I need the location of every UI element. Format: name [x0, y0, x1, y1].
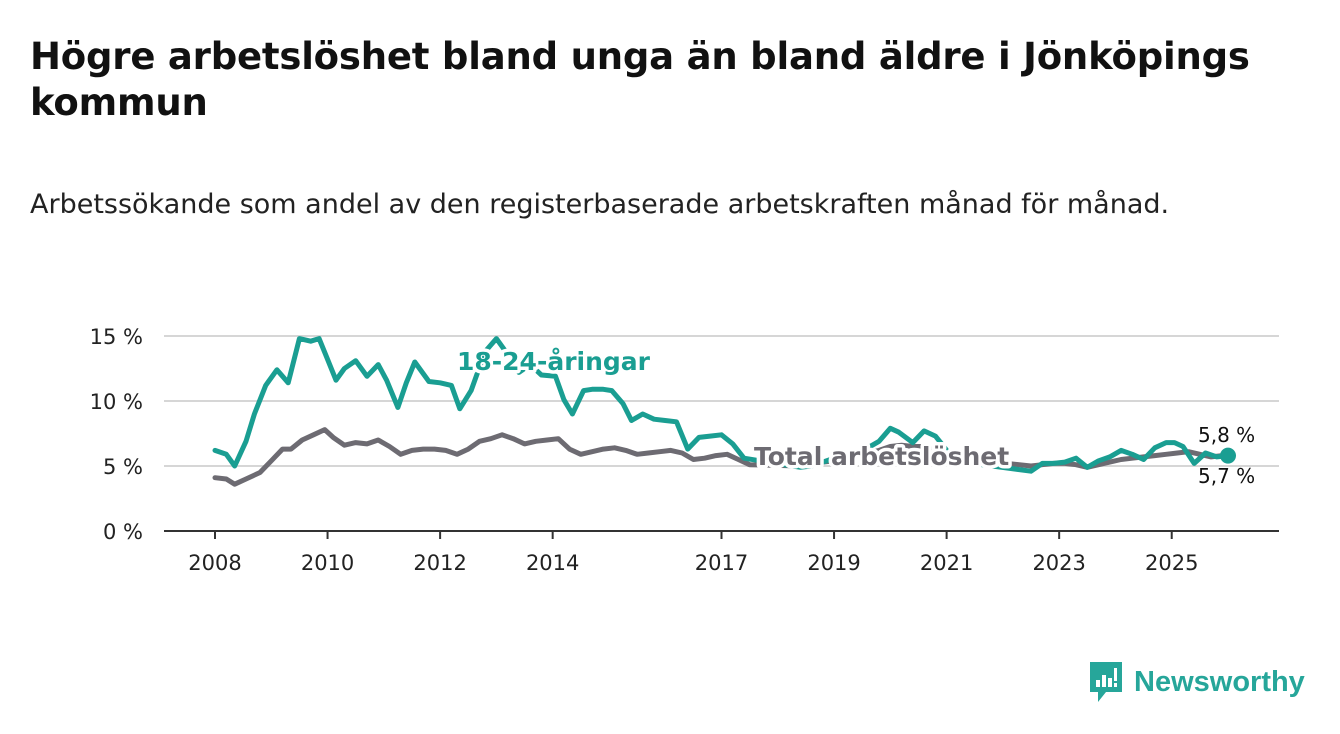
y-tick-label: 10 % [90, 390, 143, 414]
newsworthy-bar-chart-icon [1090, 662, 1122, 702]
x-tick-label: 2012 [413, 551, 466, 575]
y-tick-label: 0 % [103, 520, 143, 544]
x-tick-label: 2025 [1145, 551, 1198, 575]
series-labels: 18-24-åringar Total arbetslöshet 5,8 % 5… [454, 344, 1256, 489]
newsworthy-logo: Newsworthy [1088, 660, 1305, 704]
y-tick-label: 5 % [103, 455, 143, 479]
y-axis-tick-labels: 0 % 5 % 10 % 15 % [90, 325, 143, 544]
series-line-young [212, 336, 1231, 474]
series-label-young: 18-24-åringar [457, 347, 651, 376]
grid-lines [164, 335, 1279, 467]
x-tick-label: 2019 [807, 551, 860, 575]
series-lines [212, 336, 1236, 487]
x-tick-label: 2008 [188, 551, 241, 575]
series-line-total [212, 427, 1231, 487]
brand-name: Newsworthy [1134, 665, 1305, 698]
chart-title: Högre arbetslöshet bland unga än bland ä… [30, 35, 1250, 124]
end-value-label-total: 5,7 % [1198, 464, 1255, 488]
end-value-label-young: 5,8 % [1198, 423, 1255, 447]
x-tick-label: 2023 [1032, 551, 1085, 575]
series-end-marker-young [1220, 447, 1236, 464]
y-tick-label: 15 % [90, 325, 143, 349]
x-tick-label: 2021 [920, 551, 973, 575]
series-label-total: Total arbetslöshet [754, 442, 1009, 471]
x-tick-label: 2017 [695, 551, 748, 575]
x-axis-ticks: 2008 2010 2012 2014 2017 2019 2021 2023 2025 [188, 531, 1198, 575]
chart-subtitle: Arbetssökande som andel av den registerb… [30, 189, 1170, 220]
x-tick-label: 2014 [526, 551, 579, 575]
x-tick-label: 2010 [301, 551, 354, 575]
